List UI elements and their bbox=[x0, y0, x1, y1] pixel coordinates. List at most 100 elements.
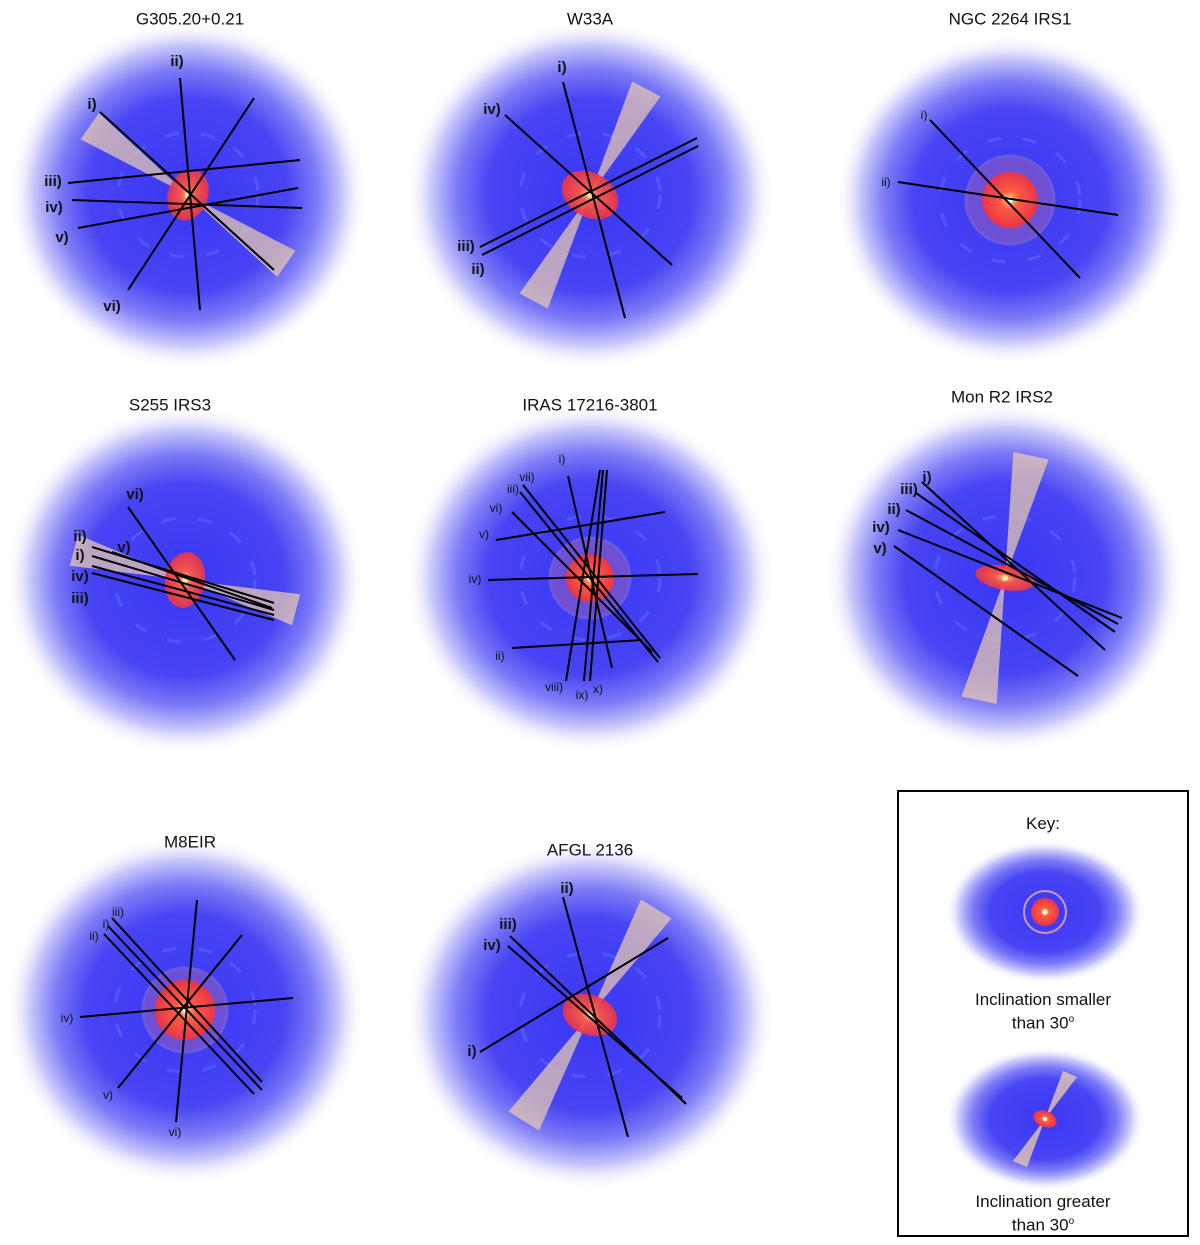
sightline bbox=[897, 181, 1119, 216]
cavity-ring bbox=[113, 516, 257, 644]
key-large-inclination-caption: Inclination greater than 30o bbox=[899, 1192, 1187, 1236]
panel-title: IRAS 17216-3801 bbox=[522, 395, 657, 414]
panel-1: ii) i) iii) iv) v) vi) G305.20+0.21 bbox=[8, 9, 368, 370]
sightline bbox=[479, 937, 669, 1053]
sightline-label: iv) bbox=[469, 572, 482, 586]
sightline bbox=[893, 545, 1079, 677]
sightline-label: v) bbox=[103, 1088, 113, 1102]
degree-symbol: o bbox=[1068, 1014, 1075, 1025]
cavity-ring bbox=[113, 946, 257, 1074]
sightline bbox=[99, 111, 275, 271]
panel-7: iii)i) ii) iv) v) vi) M8EIR bbox=[5, 832, 365, 1185]
sightline-label: iv) bbox=[61, 1011, 74, 1025]
panel-title: AFGL 2136 bbox=[547, 840, 633, 859]
sightline-label: vi) bbox=[126, 486, 144, 503]
panel-2: i) iv) iii) ii) W33A bbox=[405, 9, 775, 370]
key-title: Key: bbox=[1025, 814, 1061, 833]
sightline-label: i) bbox=[75, 547, 84, 564]
sightline bbox=[481, 145, 699, 256]
outflow-cone bbox=[519, 81, 661, 309]
sightline-label: v) bbox=[55, 229, 68, 246]
panel-4: vi) ii) i) v) iv) iii) S255 IRS3 bbox=[5, 395, 365, 755]
sightline-label: iv) bbox=[483, 101, 501, 118]
sightline bbox=[175, 899, 198, 1123]
panel-title: NGC 2264 IRS1 bbox=[949, 9, 1072, 28]
key-small-caption-line2: than 30 bbox=[1011, 1013, 1069, 1033]
sightline-label: i) bbox=[467, 1043, 476, 1060]
sightline bbox=[91, 555, 275, 611]
key-small-caption-line1: Inclination smaller bbox=[974, 990, 1112, 1009]
sightline bbox=[583, 469, 604, 682]
sightline bbox=[71, 199, 303, 209]
protostar bbox=[1002, 575, 1008, 581]
sightline bbox=[589, 469, 608, 682]
sightline-label: ii) bbox=[887, 501, 900, 518]
sightline bbox=[117, 934, 243, 1089]
sightline bbox=[567, 475, 613, 669]
sightline-label: iv) bbox=[71, 568, 89, 585]
sightline-label: ii) bbox=[73, 528, 86, 545]
sightline-label: vi) bbox=[490, 501, 503, 515]
sightline-label: vi) bbox=[103, 298, 121, 315]
sightline-label: ii) bbox=[881, 175, 890, 189]
key-large-caption-line1: Inclination greater bbox=[975, 1192, 1111, 1211]
sightline-label: iv) bbox=[45, 199, 63, 216]
sightline bbox=[67, 159, 301, 184]
sightline-label: ii) bbox=[170, 53, 183, 70]
outflow-cone bbox=[508, 899, 672, 1131]
sightline-label: vii) bbox=[519, 470, 534, 484]
panel-8: ii) iii) iv) i) AFGL 2136 bbox=[405, 840, 775, 1190]
cavity-ring bbox=[518, 514, 662, 642]
sightline-label: iii) bbox=[44, 173, 62, 190]
sightline bbox=[511, 639, 643, 649]
sightline-label: iv) bbox=[872, 519, 890, 536]
sightline-label: i) bbox=[559, 452, 566, 466]
sightline-label: iii) bbox=[71, 590, 89, 607]
cavity-ring bbox=[933, 514, 1077, 642]
sightline-label: v) bbox=[117, 539, 130, 556]
panel-title: Mon R2 IRS2 bbox=[951, 387, 1053, 406]
panel-6: i)iii)ii)iv) v) Mon R2 IRS2 bbox=[825, 387, 1185, 753]
key-small-inclination-caption: Inclination smaller than 30o bbox=[899, 990, 1187, 1034]
sightline bbox=[562, 81, 626, 319]
sightline-label: iii) bbox=[499, 916, 517, 933]
sightline bbox=[479, 137, 698, 248]
key-large-caption-line2: than 30 bbox=[1011, 1215, 1069, 1235]
sightline bbox=[897, 529, 1123, 619]
sightline-label: vi) bbox=[169, 1125, 182, 1139]
sightline-label: ii) bbox=[471, 261, 484, 278]
sightline-label: viii) bbox=[545, 680, 563, 694]
sightline-label: i) bbox=[557, 59, 566, 76]
sightline bbox=[921, 481, 1106, 651]
panel-title: W33A bbox=[567, 9, 614, 28]
panel-5: i) vii)iii) vi)v) iv) ii) viii) ix) x) IRAS 1721… bbox=[405, 395, 775, 753]
cavity-ring bbox=[938, 136, 1082, 264]
sightline bbox=[91, 565, 275, 616]
cavity-ring bbox=[518, 951, 662, 1079]
sightline bbox=[507, 945, 683, 1099]
key-legend: Key: Inclination smaller than 30o Inclin… bbox=[897, 790, 1189, 1237]
sightline-label: ix) bbox=[576, 688, 589, 702]
sightline bbox=[91, 572, 275, 621]
sightline bbox=[111, 551, 273, 609]
sightline-label: v) bbox=[873, 540, 886, 557]
sightline-label: x) bbox=[593, 682, 603, 696]
panel-title: S255 IRS3 bbox=[129, 395, 211, 414]
sightline bbox=[77, 187, 299, 229]
sightline bbox=[495, 511, 666, 541]
sightline-label: iii) bbox=[507, 482, 519, 496]
panel-title: G305.20+0.21 bbox=[136, 9, 244, 28]
panel-title: M8EIR bbox=[164, 832, 216, 851]
sightline-label: iii) bbox=[112, 905, 124, 919]
sightline-label: ii) bbox=[560, 880, 573, 897]
sightline-label: ii) bbox=[495, 649, 504, 663]
sightline-label: iii) bbox=[457, 238, 475, 255]
sightline-label: i) bbox=[922, 469, 931, 486]
sightline bbox=[522, 484, 661, 659]
sightline-label: iv) bbox=[483, 937, 501, 954]
panel-3: i) ii) NGC 2264 IRS1 bbox=[835, 9, 1185, 365]
sightline bbox=[905, 509, 1119, 625]
sightline bbox=[504, 114, 673, 266]
sightline-label: iii) bbox=[900, 481, 918, 498]
sightline bbox=[127, 97, 255, 291]
